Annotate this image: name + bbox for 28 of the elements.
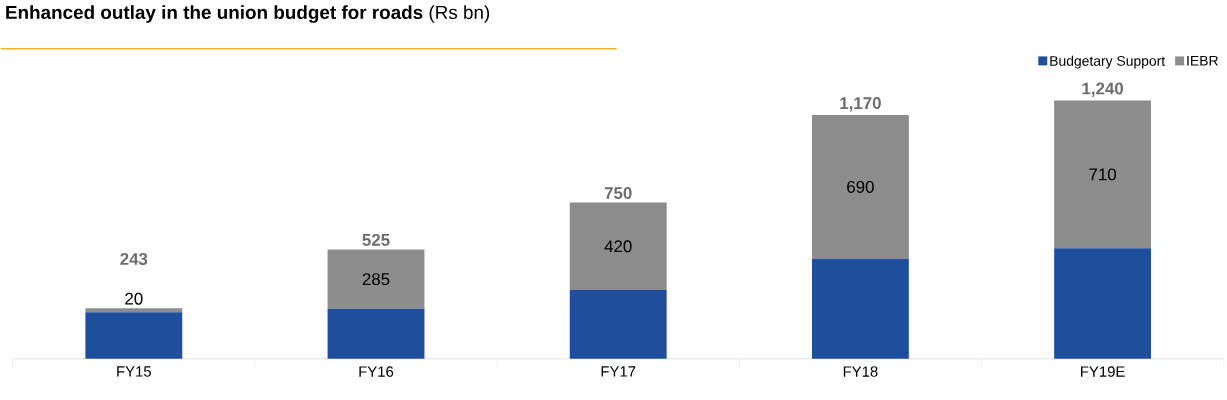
- legend-label: IEBR: [1187, 56, 1218, 66]
- total-label: 243: [120, 253, 148, 266]
- bar: [85, 308, 183, 313]
- bar: [327, 249, 425, 309]
- bar: [1054, 100, 1152, 249]
- x-tick-label: FY18: [843, 366, 878, 378]
- total-label: 525: [362, 234, 390, 247]
- bar: [327, 308, 425, 359]
- bar: [811, 115, 909, 259]
- total-label: 1,240: [1082, 82, 1124, 98]
- legend-label: Budgetary Support: [1050, 55, 1166, 69]
- total-label: 750: [604, 187, 632, 200]
- x-tick-label: FY15: [117, 366, 151, 377]
- bar: [1054, 248, 1152, 359]
- bar: [85, 312, 183, 359]
- bar: [811, 258, 909, 359]
- x-tick-label: FY19E: [1081, 366, 1125, 378]
- data-label: 710: [1089, 168, 1117, 181]
- total-label: 1,170: [840, 97, 881, 112]
- data-label: 285: [362, 273, 390, 286]
- chart-title: Enhanced outlay in the union budget for roads (Rs bn): [6, 5, 490, 24]
- data-label: 420: [604, 240, 632, 253]
- bar: [569, 290, 667, 359]
- bar: [569, 202, 667, 291]
- x-tick-label: FY16: [359, 366, 394, 378]
- x-tick-label: FY17: [601, 366, 636, 377]
- data-label: 690: [847, 181, 874, 194]
- data-label: 20: [125, 292, 143, 305]
